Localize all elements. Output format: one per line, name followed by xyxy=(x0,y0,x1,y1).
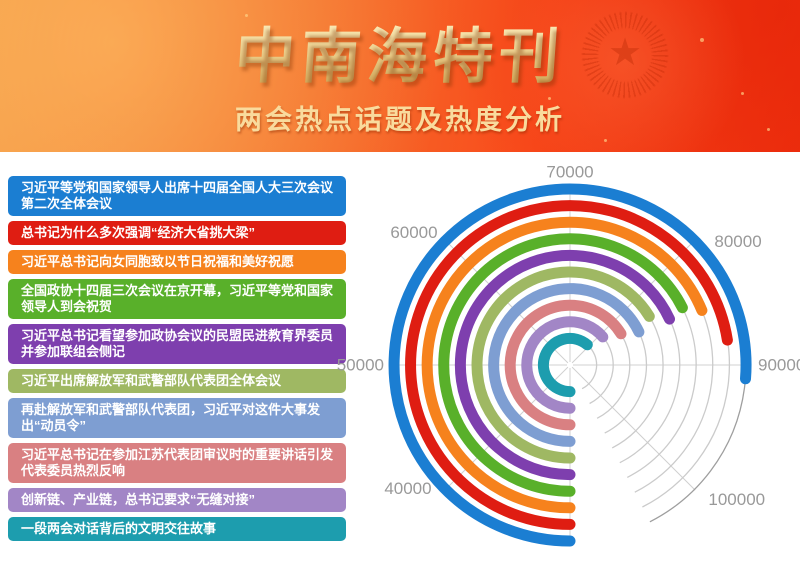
list-item: 总书记为什么多次强调“经济大省挑大梁” xyxy=(8,221,346,245)
list-item: 创新链、产业链，总书记要求“无缝对接” xyxy=(8,488,346,512)
confetti-dot xyxy=(604,139,607,142)
topic-label: 习近平总书记向女同胞致以节日祝福和美好祝愿 xyxy=(21,254,295,269)
confetti-dot xyxy=(475,28,479,32)
topic-label: 总书记为什么多次强调“经济大省挑大梁” xyxy=(21,225,256,240)
page-subtitle: 两会热点话题及热度分析 xyxy=(235,105,565,136)
star-seal-icon xyxy=(581,11,669,99)
confetti-dot xyxy=(548,97,551,100)
axis-label: 60000 xyxy=(390,223,437,242)
confetti-dot xyxy=(767,128,770,131)
axis-label: 50000 xyxy=(337,355,384,374)
list-item: 习近平总书记在参加江苏代表团审议时的重要讲话引发代表委员热烈反响 xyxy=(8,443,346,483)
list-item: 再赴解放军和武警部队代表团，习近平对这件大事发出“动员令” xyxy=(8,398,346,438)
axis-label: 80000 xyxy=(714,232,761,251)
topic-label: 再赴解放军和武警部队代表团，习近平对这件大事发出“动员令” xyxy=(21,402,321,433)
list-item: 习近平等党和国家领导人出席十四届全国人大三次会议第二次全体会议 xyxy=(8,176,346,216)
heat-bar xyxy=(537,332,593,398)
heat-bar xyxy=(421,216,708,514)
heat-bar xyxy=(405,200,733,530)
list-item: 一段两会对话背后的文明交往故事 xyxy=(8,517,346,541)
heat-bar xyxy=(521,316,609,414)
list-item: 习近平出席解放军和武警部队代表团全体会议 xyxy=(8,369,346,393)
header-banner: ★ 中南海特刊 两会热点话题及热度分析 xyxy=(0,0,800,152)
confetti-dot xyxy=(245,14,248,17)
list-item: 习近平总书记看望参加政协会议的民盟民进教育界委员并参加联组会侧记 xyxy=(8,324,346,364)
topic-label: 习近平总书记看望参加政协会议的民盟民进教育界委员并参加联组会侧记 xyxy=(21,328,334,359)
axis-label: 100000 xyxy=(708,490,765,509)
axis-label: 70000 xyxy=(546,162,593,181)
axis-label: 40000 xyxy=(384,479,431,498)
heat-bar xyxy=(488,283,645,447)
heat-bar xyxy=(454,249,675,481)
topic-label: 习近平等党和国家领导人出席十四届全国人大三次会议第二次全体会议 xyxy=(21,180,334,211)
star-icon: ★ xyxy=(607,33,643,73)
topic-list: 习近平等党和国家领导人出席十四届全国人大三次会议第二次全体会议 总书记为什么多次… xyxy=(8,176,346,546)
topic-label: 习近平总书记在参加江苏代表团审议时的重要讲话引发代表委员热烈反响 xyxy=(21,447,334,478)
heat-bar xyxy=(388,183,752,547)
topic-label: 习近平出席解放军和武警部队代表团全体会议 xyxy=(21,373,282,388)
heat-bar xyxy=(438,233,688,497)
heat-bar xyxy=(504,299,627,431)
list-item: 习近平总书记向女同胞致以节日祝福和美好祝愿 xyxy=(8,250,346,274)
grid-spoke xyxy=(571,366,696,491)
axis-label: 90000 xyxy=(758,355,800,374)
list-item: 全国政协十四届三次会议在京开幕，习近平等党和国家领导人到会祝贺 xyxy=(8,279,346,319)
topic-label: 全国政协十四届三次会议在京开幕，习近平等党和国家领导人到会祝贺 xyxy=(21,283,334,314)
heat-bar xyxy=(471,266,655,464)
confetti-dot xyxy=(700,38,704,42)
confetti-dot xyxy=(741,92,744,95)
topic-label: 创新链、产业链，总书记要求“无缝对接” xyxy=(21,492,256,507)
topic-label: 一段两会对话背后的文明交往故事 xyxy=(21,521,217,536)
